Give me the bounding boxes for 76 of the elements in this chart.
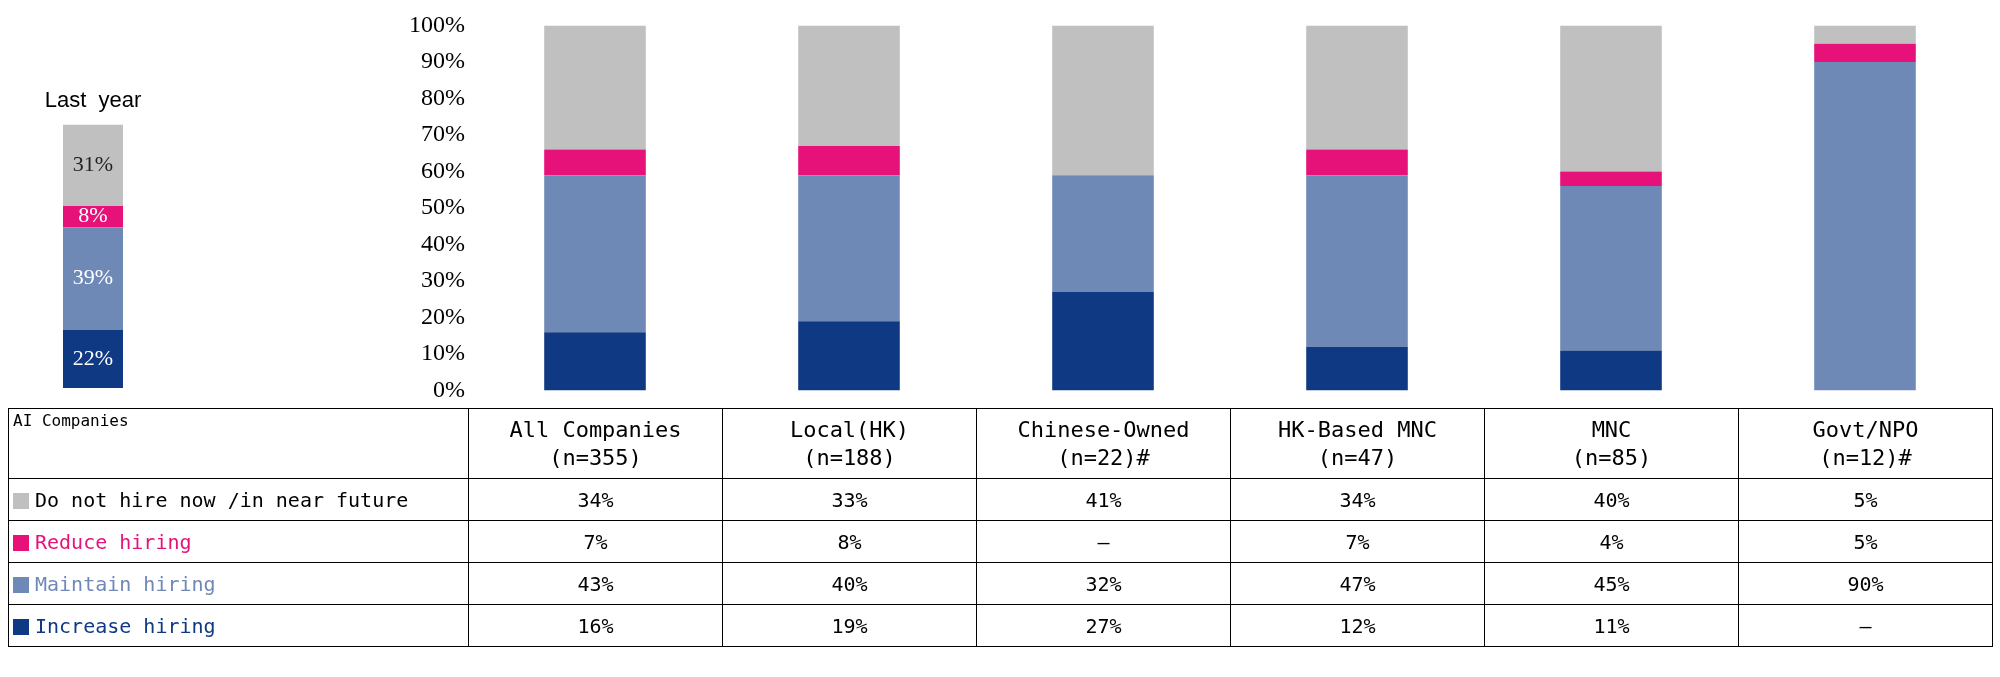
legend-label: Increase hiring bbox=[8, 604, 469, 647]
chart-title: Last year bbox=[44, 87, 142, 113]
bar bbox=[1560, 25, 1662, 172]
bar bbox=[1306, 346, 1408, 391]
x-tick-label: Govt/NPO (n=12)# bbox=[1738, 408, 1993, 479]
bar bbox=[1306, 175, 1408, 347]
data-label: 5% bbox=[1738, 478, 1993, 521]
data-label: 7% bbox=[468, 520, 723, 563]
bar bbox=[1052, 25, 1154, 176]
legend-title: AI Companies bbox=[13, 411, 129, 430]
data-label: 40% bbox=[1484, 478, 1739, 521]
text: – bbox=[1097, 529, 1110, 554]
bar bbox=[63, 124, 123, 207]
bar bbox=[1306, 25, 1408, 150]
y-tick-label: 70% bbox=[421, 120, 465, 147]
data-label: 11% bbox=[1484, 604, 1739, 647]
bar bbox=[1306, 149, 1408, 176]
legend-label: Do not hire now /in near future bbox=[8, 478, 469, 521]
text: – bbox=[1859, 613, 1872, 638]
data-label: 90% bbox=[1738, 562, 1993, 605]
data-label: 4% bbox=[1484, 520, 1739, 563]
data-label: 41% bbox=[976, 478, 1231, 521]
data-label: 40% bbox=[722, 562, 977, 605]
bar bbox=[1560, 171, 1662, 187]
data-label: 16% bbox=[468, 604, 723, 647]
bar bbox=[798, 145, 900, 176]
bar bbox=[1814, 25, 1916, 44]
bar bbox=[1814, 61, 1916, 391]
bar bbox=[1052, 292, 1154, 391]
data-label: 45% bbox=[1484, 562, 1739, 605]
bar bbox=[1052, 175, 1154, 292]
y-tick-label: 80% bbox=[421, 83, 465, 110]
bar bbox=[544, 175, 646, 333]
y-tick-label: 30% bbox=[421, 266, 465, 293]
bar bbox=[798, 25, 900, 146]
y-tick-label: 90% bbox=[421, 47, 465, 74]
data-label: 22% bbox=[72, 344, 114, 370]
bar bbox=[63, 227, 123, 331]
y-tick-label: 10% bbox=[421, 339, 465, 366]
x-tick-label: Chinese-Owned (n=22)# bbox=[976, 408, 1231, 479]
data-label: 19% bbox=[722, 604, 977, 647]
bar bbox=[544, 25, 646, 150]
data-label: 47% bbox=[1230, 562, 1485, 605]
x-tick-label: MNC (n=85) bbox=[1484, 408, 1739, 479]
bar bbox=[544, 149, 646, 176]
data-label: 7% bbox=[1230, 520, 1485, 563]
data-label: 5% bbox=[1738, 520, 1993, 563]
y-tick-label: 50% bbox=[421, 193, 465, 220]
data-label: 8% bbox=[722, 520, 977, 563]
y-tick-label: 20% bbox=[421, 302, 465, 329]
bar bbox=[1560, 186, 1662, 351]
x-tick-label: Local(HK) (n=188) bbox=[722, 408, 977, 479]
bar bbox=[798, 175, 900, 322]
data-label: 43% bbox=[468, 562, 723, 605]
bar bbox=[1814, 43, 1916, 62]
y-tick-label: 60% bbox=[421, 156, 465, 183]
bar bbox=[1560, 350, 1662, 391]
x-tick-label: HK-Based MNC (n=47) bbox=[1230, 408, 1485, 479]
legend-label: Maintain hiring bbox=[8, 562, 469, 605]
data-label: 39% bbox=[72, 264, 114, 290]
bar bbox=[63, 330, 123, 388]
data-label: 34% bbox=[1230, 478, 1485, 521]
bar bbox=[798, 321, 900, 391]
data-label: 27% bbox=[976, 604, 1231, 647]
y-tick-label: 0% bbox=[433, 375, 465, 402]
bar bbox=[544, 332, 646, 391]
y-tick-label: 40% bbox=[421, 229, 465, 256]
data-label: 8% bbox=[78, 202, 108, 228]
y-tick-label: 100% bbox=[409, 10, 465, 37]
legend-label: Reduce hiring bbox=[8, 520, 469, 563]
data-label: 32% bbox=[976, 562, 1231, 605]
data-label: 12% bbox=[1230, 604, 1485, 647]
x-tick-label: All Companies (n=355) bbox=[468, 408, 723, 479]
data-label: 34% bbox=[468, 478, 723, 521]
data-label: 31% bbox=[72, 151, 114, 177]
data-label: 33% bbox=[722, 478, 977, 521]
